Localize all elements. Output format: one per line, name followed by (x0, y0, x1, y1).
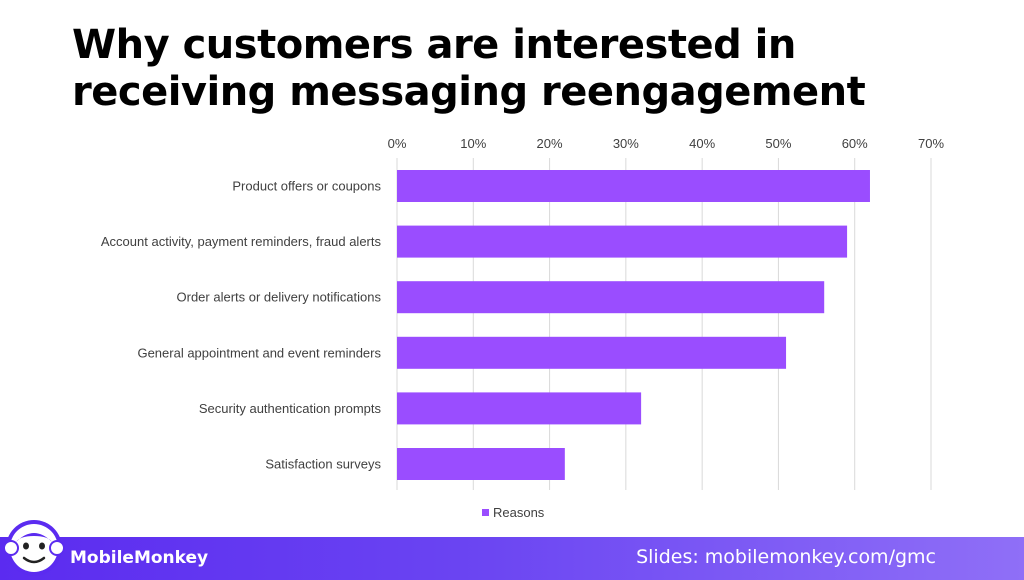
category-label: Account activity, payment reminders, fra… (101, 234, 382, 249)
x-tick-label: 0% (388, 136, 407, 151)
category-label: Satisfaction surveys (265, 457, 381, 472)
x-tick-label: 50% (765, 136, 791, 151)
brand-name: MobileMonkey (70, 548, 209, 568)
category-label: Security authentication prompts (199, 401, 382, 416)
bar (397, 336, 787, 369)
bars (397, 170, 870, 480)
slides-link: Slides: mobilemonkey.com/gmc (636, 546, 936, 568)
x-tick-label: 20% (537, 136, 563, 151)
category-label: Order alerts or delivery notifications (177, 290, 382, 305)
bar (397, 448, 565, 480)
bar (397, 392, 642, 425)
x-tick-label: 40% (689, 136, 715, 151)
bar (397, 281, 825, 314)
bar (397, 225, 848, 258)
page-title: Why customers are interested in receivin… (72, 22, 866, 115)
category-label: Product offers or coupons (232, 179, 381, 194)
x-tick-label: 30% (613, 136, 639, 151)
footer-bar (0, 537, 1024, 580)
category-label: General appointment and event reminders (137, 345, 381, 360)
legend-label: Reasons (493, 505, 545, 520)
legend: Reasons (482, 505, 545, 520)
legend-swatch (482, 509, 489, 516)
x-tick-label: 60% (842, 136, 868, 151)
x-tick-label: 10% (460, 136, 486, 151)
monkey-icon (3, 520, 65, 576)
gridlines (396, 158, 932, 490)
bar-chart: 0% 10% 20% 30% 40% 50% 60% 70% Product offers o… (101, 136, 945, 520)
bar (397, 170, 870, 202)
x-axis-tick-labels: 0% 10% 20% 30% 40% 50% 60% 70% (388, 136, 945, 151)
x-tick-label: 70% (918, 136, 944, 151)
category-labels: Product offers or coupons Account activit… (101, 179, 382, 472)
